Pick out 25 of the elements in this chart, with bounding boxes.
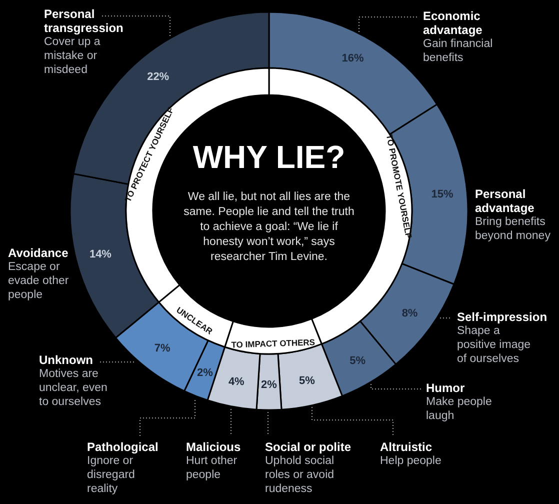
slice-label: Malicious Hurt other people <box>186 440 242 482</box>
text: WHY LIE? <box>192 139 346 175</box>
slice-label: Altruistic Help people <box>380 440 442 468</box>
slice-label: TO IMPACT OTHERS <box>231 337 316 350</box>
slice-label: Economic advantage Gain financial benefits <box>423 9 494 65</box>
data-label: 16% <box>342 52 364 65</box>
slice-label: Unknown Motives are unclear, even to ourselves <box>39 353 108 409</box>
slice-label: Personal transgression Cover up a mistake or misdeed <box>44 7 124 77</box>
slice-label: Personal advantage Bring benefits beyond money <box>475 187 552 243</box>
data-label: 7% <box>154 342 171 354</box>
slice-label: Pathological Ignore or disregard reality <box>87 440 160 496</box>
data-label: 2% <box>196 366 214 379</box>
slice-label: Avoidance Escape or evade other people <box>8 246 70 302</box>
data-label: 5% <box>299 374 316 387</box>
data-label: 22% <box>147 70 170 83</box>
text: We all lie, but not all lies are the same. People lie and tell the truth to achieve a goal: “We lie if honesty won’t work,” says researcher Tim Levine. <box>182 190 356 265</box>
data-label: 15% <box>431 188 454 201</box>
slice-label: Self-impression Shape a positive image of ourselves <box>457 310 548 366</box>
data-label: 4% <box>228 376 245 388</box>
data-label: 14% <box>89 248 112 260</box>
data-label: 8% <box>402 307 418 320</box>
data-label: 2% <box>261 379 278 391</box>
data-label: 5% <box>350 354 366 367</box>
slice-label: Humor Make people laugh <box>426 381 493 423</box>
slice-label: Social or polite Uphold social roles or avoid rudeness <box>265 440 352 496</box>
